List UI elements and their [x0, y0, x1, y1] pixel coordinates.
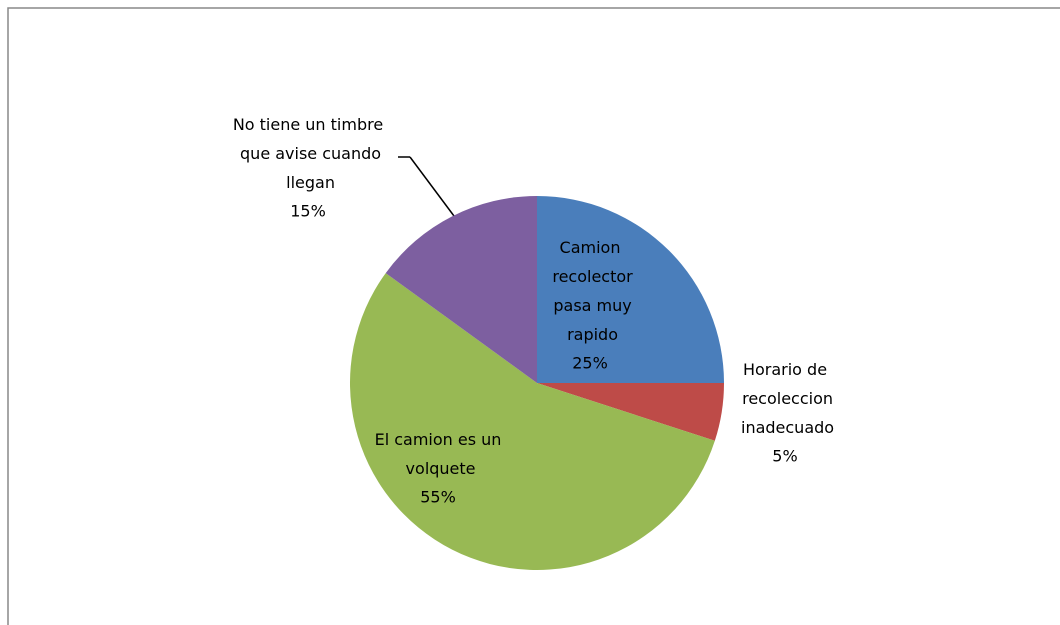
slice-value-label: 55% [420, 488, 456, 507]
slice-label: No tiene un timbre que avise cuando lleg… [233, 115, 383, 192]
slice-label: Horario de recoleccion inadecuado [736, 360, 834, 437]
slice-label: El camion es un volquete [375, 430, 502, 478]
pie-slice [385, 196, 537, 383]
leader-line [409, 156, 455, 217]
slice-label: Camion recolector pasa muy rapido [547, 238, 633, 344]
slice-value-label: 5% [772, 447, 797, 466]
pie-slice [537, 383, 724, 441]
slice-value-label: 15% [290, 202, 326, 221]
pie-slice [537, 196, 724, 383]
slice-value-label: 25% [572, 354, 608, 373]
pie-slice [350, 273, 715, 570]
